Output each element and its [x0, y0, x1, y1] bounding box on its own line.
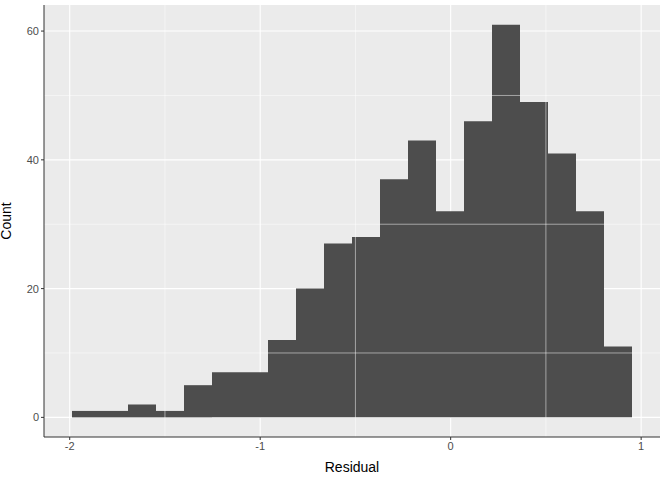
svg-text:40: 40	[27, 154, 39, 166]
svg-text:0: 0	[33, 411, 39, 423]
svg-text:Count: Count	[8, 202, 14, 239]
svg-text:1: 1	[638, 440, 644, 452]
svg-text:-2: -2	[65, 440, 75, 452]
svg-text:-1: -1	[255, 440, 265, 452]
svg-text:0: 0	[448, 440, 454, 452]
svg-text:60: 60	[27, 25, 39, 37]
svg-text:Residual: Residual	[325, 459, 379, 475]
svg-text:20: 20	[27, 283, 39, 295]
